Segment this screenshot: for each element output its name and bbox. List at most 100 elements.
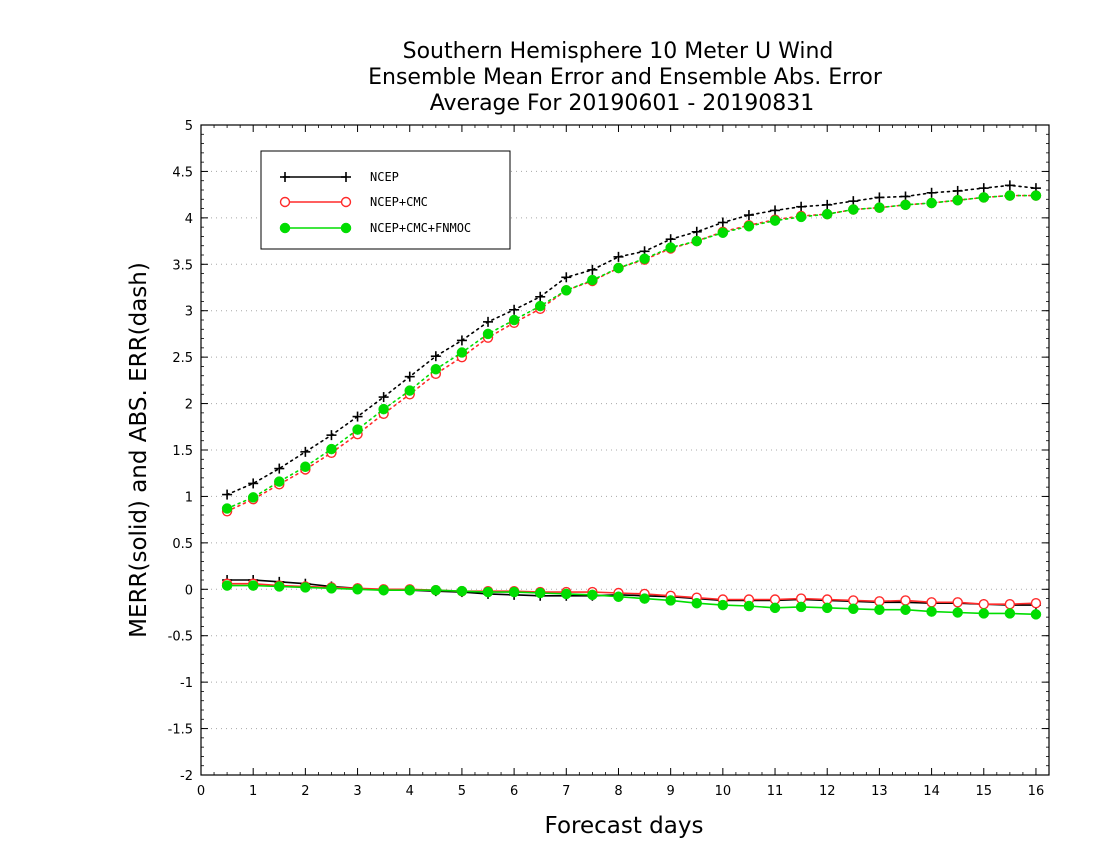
ncep-abs-error-point xyxy=(378,392,389,403)
y-tick-label: 0 xyxy=(185,583,193,598)
x-tick-label: 13 xyxy=(871,784,888,799)
ncep-cmc-fnmoc-abs-error-point xyxy=(952,194,963,206)
y-tick-label: 1 xyxy=(185,490,193,505)
ncep-cmc-fnmoc-abs-error-point xyxy=(1030,190,1042,201)
axes: 54.543.532.521.510.50-0.5-1-1.5-20 1 2 3 4 5 6… xyxy=(168,119,1050,799)
ncep-cmc-fnmoc-mean-error-point xyxy=(743,600,755,612)
ncep-cmc-fnmoc-abs-error-point xyxy=(717,227,729,238)
ncep-cmc-fnmoc-abs-error-point xyxy=(743,220,755,232)
y-tick-label: 5 xyxy=(185,119,193,134)
ncep-cmc-fnmoc-abs-error-point xyxy=(404,385,415,396)
ncep-cmc-fnmoc-abs-error-point xyxy=(821,208,833,220)
ncep-cmc-fnmoc-mean-error-point xyxy=(404,584,415,596)
x-tick-label: 7 xyxy=(562,784,570,799)
ncep-cmc-fnmoc-abs-error-point xyxy=(534,300,546,312)
legend-marker xyxy=(280,172,290,182)
x-tick-label: 5 xyxy=(458,784,466,799)
legend-marker xyxy=(279,222,291,234)
ncep-abs-error-point xyxy=(222,489,233,500)
x-tick-label: 8 xyxy=(614,784,622,799)
title-line-1: Southern Hemisphere 10 Meter U Wind xyxy=(403,39,834,64)
ncep-cmc-fnmoc-mean-error-point xyxy=(300,582,311,593)
legend-box xyxy=(260,150,511,250)
ncep-cmc-fnmoc-mean-error-point xyxy=(587,589,598,601)
x-tick-label: 12 xyxy=(819,784,836,799)
ncep-cmc-mean-error-point xyxy=(900,595,911,606)
ncep-cmc-fnmoc-abs-error-point xyxy=(352,424,363,435)
ncep-abs-error-point xyxy=(1004,180,1015,191)
ncep-abs-error-point xyxy=(926,187,937,198)
ncep-cmc-fnmoc-mean-error-point xyxy=(326,583,337,594)
ncep-cmc-fnmoc-mean-error-point xyxy=(795,601,807,613)
ncep-abs-error-point xyxy=(743,210,754,221)
legend-marker xyxy=(341,172,351,182)
ncep-cmc-fnmoc-abs-error-point xyxy=(978,192,990,203)
ncep-cmc-mean-error-point xyxy=(1004,598,1016,610)
ncep-cmc-fnmoc-mean-error-point xyxy=(821,602,833,614)
x-axis-label: Forecast days xyxy=(545,813,704,839)
ncep-cmc-fnmoc-abs-error-point xyxy=(691,235,703,247)
ncep-abs-error-point xyxy=(561,272,572,283)
x-tick-label: 14 xyxy=(923,784,940,799)
x-tick-label: 9 xyxy=(667,784,675,799)
legend-marker xyxy=(279,196,291,208)
ncep-cmc-fnmoc-abs-error-point xyxy=(1004,190,1016,201)
ncep-cmc-fnmoc-abs-error-point xyxy=(848,204,859,215)
ncep-cmc-fnmoc-abs-error-point xyxy=(326,443,337,455)
ncep-cmc-fnmoc-mean-error-point xyxy=(482,586,494,598)
y-tick-label: -2 xyxy=(180,769,193,784)
ncep-abs-error-point xyxy=(978,183,989,194)
ncep-abs-error-point xyxy=(770,205,781,216)
ncep-cmc-fnmoc-abs-error-point xyxy=(300,461,311,472)
ncep-abs-error-point xyxy=(952,185,963,196)
ncep-cmc-fnmoc-mean-error-point xyxy=(900,604,911,615)
x-tick-label: 2 xyxy=(301,784,309,799)
y-tick-label: -0.5 xyxy=(168,630,193,645)
ncep-cmc-fnmoc-mean-error-point xyxy=(848,603,859,615)
ncep-cmc-fnmoc-abs-error-point xyxy=(561,285,572,296)
ncep-abs-error-point xyxy=(248,478,259,489)
ncep-cmc-fnmoc-abs-error-point xyxy=(508,314,520,326)
ncep-cmc-fnmoc-mean-error-point xyxy=(613,591,624,602)
ncep-cmc-fnmoc-abs-error-point xyxy=(378,403,389,415)
ncep-cmc-fnmoc-mean-error-point xyxy=(665,595,676,606)
ncep-cmc-fnmoc-abs-error-point xyxy=(221,503,233,514)
x-tick-label: 16 xyxy=(1028,784,1045,799)
ncep-abs-error-point xyxy=(874,192,885,203)
y-tick-label: 3 xyxy=(185,305,193,320)
legend-marker xyxy=(340,196,352,208)
ncep-cmc-fnmoc-mean-error-point xyxy=(247,580,259,591)
y-tick-label: 3.5 xyxy=(172,258,193,273)
ncep-cmc-fnmoc-abs-error-point xyxy=(926,197,937,209)
plot-series xyxy=(221,180,1042,620)
legend-label: NCEP+CMC xyxy=(370,195,428,209)
ncep-cmc-fnmoc-mean-error-point xyxy=(769,602,781,614)
x-tick-label: 1 xyxy=(249,784,257,799)
ncep-cmc-fnmoc-abs-error-point xyxy=(247,492,259,503)
y-tick-label: -1 xyxy=(180,676,193,691)
ncep-cmc-fnmoc-mean-error-point xyxy=(874,604,885,615)
series-ncep-cmc-fnmoc xyxy=(221,190,1042,620)
y-tick-label: 4.5 xyxy=(172,165,193,180)
y-tick-label: 0.5 xyxy=(172,537,193,552)
ncep-cmc-fnmoc-mean-error-point xyxy=(378,584,389,596)
x-tick-label: 15 xyxy=(975,784,992,799)
ncep-abs-error-point xyxy=(274,463,285,474)
ncep-cmc-fnmoc-abs-error-point xyxy=(769,215,781,226)
ncep-abs-error-point xyxy=(352,411,363,422)
ncep-cmc-fnmoc-abs-error-point xyxy=(613,262,624,274)
ncep-abs-error-point xyxy=(796,201,807,212)
title-line-3: Average For 20190601 - 20190831 xyxy=(430,91,815,116)
ncep-cmc-fnmoc-mean-error-point xyxy=(639,593,650,604)
y-tick-label: -1.5 xyxy=(168,723,193,738)
chart-title: Southern Hemisphere 10 Meter U Wind Ense… xyxy=(368,39,883,116)
x-tick-label: 0 xyxy=(197,784,205,799)
ncep-abs-error-point xyxy=(613,251,624,262)
ncep-cmc-mean-error-point xyxy=(926,597,937,608)
x-tick-label: 6 xyxy=(510,784,518,799)
ncep-cmc-mean-error-point xyxy=(978,598,989,610)
ncep-abs-error-point xyxy=(404,371,415,382)
ncep-cmc-fnmoc-mean-error-point xyxy=(691,597,703,609)
ncep-cmc-fnmoc-abs-error-point xyxy=(665,242,676,253)
ncep-abs-error-point xyxy=(430,351,441,362)
